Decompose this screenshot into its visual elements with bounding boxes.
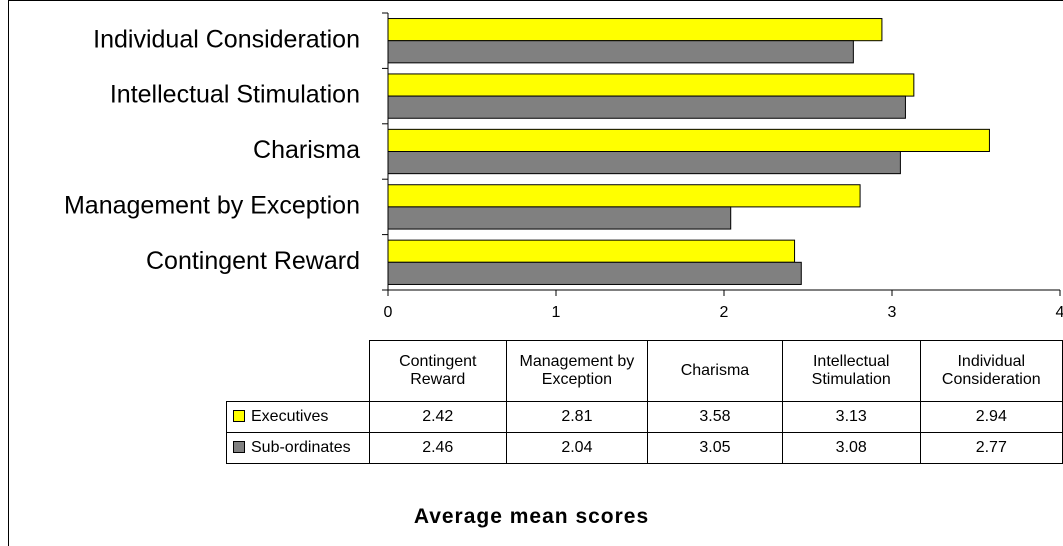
table-cell: 3.58 — [646, 400, 783, 433]
data-table: Contingent Reward Management by Exception… — [226, 340, 1063, 464]
bar — [387, 151, 901, 175]
table-row: Sub-ordinates 2.46 2.04 3.05 3.08 2.77 — [226, 431, 1063, 464]
legend-label: Sub-ordinates — [251, 438, 351, 456]
y-tick-label: Individual Consideration — [93, 25, 360, 53]
bar — [387, 128, 990, 152]
table-header: Charisma — [646, 340, 783, 402]
table-cell: 2.42 — [368, 400, 507, 433]
table-cell: 2.77 — [919, 431, 1063, 464]
table-cell: 3.05 — [646, 431, 783, 464]
legend-cell: Executives — [226, 400, 370, 433]
table-header: Individual Consideration — [919, 340, 1063, 402]
x-tick-label: 2 — [720, 304, 729, 321]
table-cell: 2.46 — [368, 431, 507, 464]
table-row: Executives 2.42 2.81 3.58 3.13 2.94 — [226, 400, 1063, 433]
bar — [387, 239, 796, 263]
table-header: Management by Exception — [505, 340, 648, 402]
x-tick-label: 4 — [1056, 304, 1063, 321]
table-cell: 2.81 — [505, 400, 648, 433]
y-tick-label: Contingent Reward — [146, 247, 360, 275]
bar — [387, 184, 861, 208]
bar — [387, 73, 915, 97]
x-tick-label: 0 — [384, 304, 393, 321]
legend-label: Executives — [251, 407, 329, 425]
legend-swatch — [233, 441, 245, 454]
table-header-row: Contingent Reward Management by Exception… — [227, 340, 1063, 402]
y-tick-label: Management by Exception — [64, 192, 360, 220]
y-tick-label: Charisma — [253, 136, 360, 164]
chart-title: Average mean scores — [413, 505, 650, 528]
bar — [387, 40, 854, 64]
table-cell: 3.13 — [781, 400, 921, 433]
x-tick-label: 1 — [552, 304, 561, 321]
legend-cell: Sub-ordinates — [226, 431, 370, 464]
table-header: Contingent Reward — [368, 340, 507, 402]
y-tick-label: Intellectual Stimulation — [110, 81, 360, 109]
bar — [387, 95, 906, 119]
table-cell: 2.04 — [505, 431, 648, 464]
table-header: Intellectual Stimulation — [781, 340, 921, 402]
table-cell: 3.08 — [781, 431, 921, 464]
table-cell: 2.94 — [919, 400, 1063, 433]
frame — [8, 0, 1063, 546]
bar — [387, 261, 802, 285]
x-tick-label: 3 — [888, 304, 897, 321]
table-corner — [227, 341, 370, 402]
bar — [387, 206, 732, 230]
bar — [387, 18, 883, 42]
legend-swatch — [233, 410, 245, 423]
